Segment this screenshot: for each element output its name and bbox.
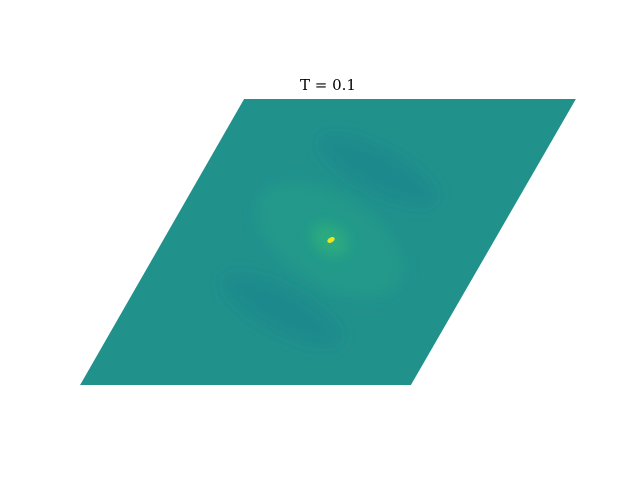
low-band [223,273,341,347]
field [80,99,576,385]
peak [327,237,335,243]
chart-title: T = 0.1 [300,76,356,94]
low-band [319,133,437,207]
